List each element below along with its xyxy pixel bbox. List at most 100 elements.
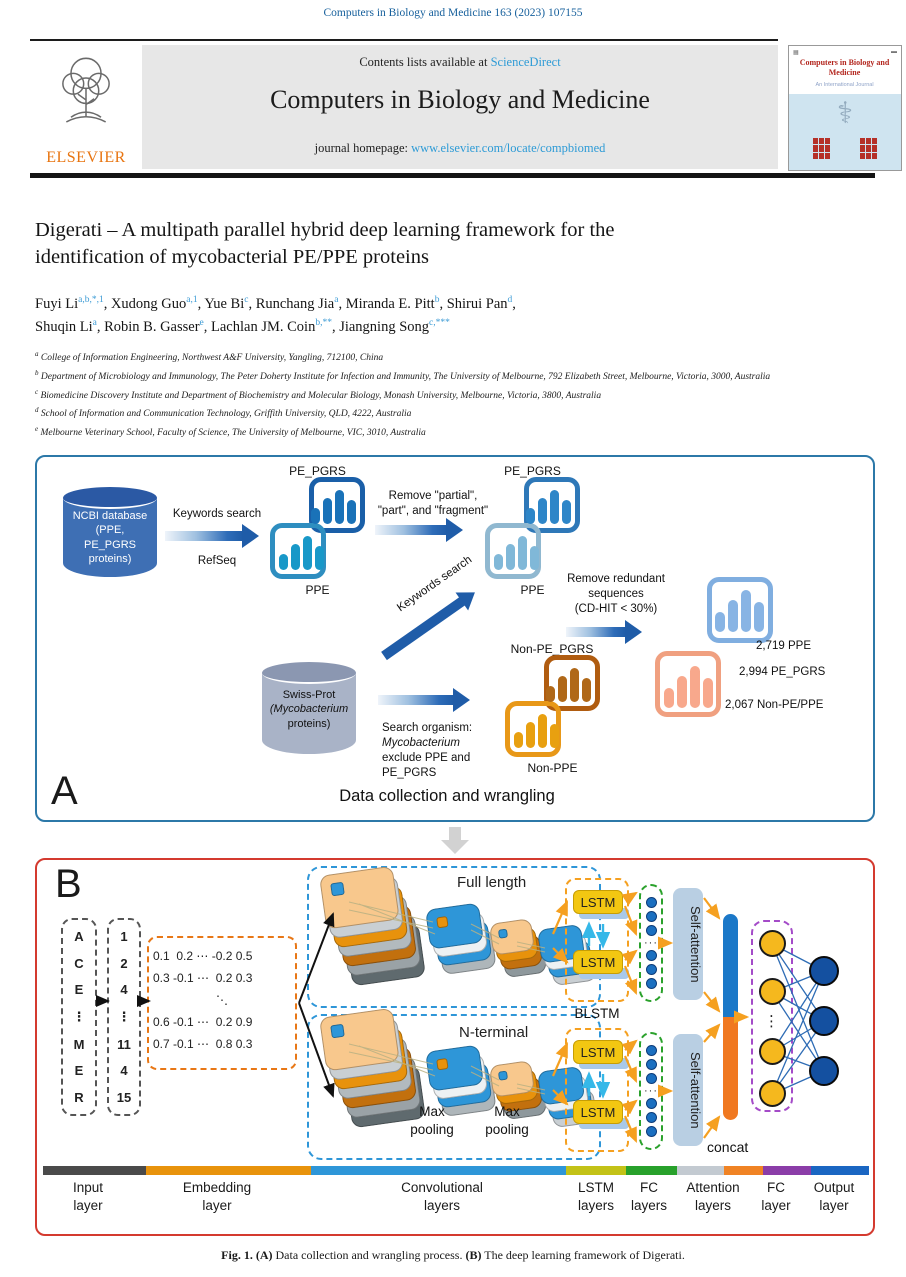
author-line-1: Fuyi Lia,b,*,1, Xudong Guoa,1, Yue Bic, … [35, 295, 885, 313]
full-length-label: Full length [457, 874, 527, 891]
legend-label: Convolutional layers [401, 1180, 483, 1213]
legend-label: Embedding layer [182, 1180, 252, 1213]
journal-title: Computers in Biology and Medicine [270, 85, 650, 114]
author-name: Jiangning Song [339, 318, 430, 335]
token-index-column: 1 2 4 ⋮ 11 4 15 [107, 918, 141, 1116]
author-name: Runchang Jia [255, 295, 335, 312]
legend-segment [677, 1166, 724, 1175]
affiliations: a College of Information Engineering, No… [35, 348, 880, 442]
protein-cluster-icon [505, 655, 600, 757]
masthead-rule-bottom [30, 173, 875, 178]
protein-cluster-icon [270, 477, 365, 579]
author-name: Shuqin Li [35, 318, 93, 335]
affiliation-item: a College of Information Engineering, No… [35, 350, 384, 364]
homepage-link[interactable]: www.elsevier.com/locate/compbiomed [411, 141, 606, 155]
ppe-label: PPE [520, 583, 545, 597]
author-separator: , [338, 295, 346, 312]
legend-label: LSTM layers [577, 1180, 614, 1213]
contents-prefix: Contents lists available at [359, 55, 491, 69]
legend-label: Attention layers [686, 1180, 740, 1213]
count-ppe: 2,719 PPE [756, 640, 811, 652]
figure-panel-b: B A C E ⋮ M E R 1 2 4 ⋮ 11 4 15 0.1 0.2 ⋯ -0.2 0.5 0… [35, 858, 875, 1236]
connections-layer [96, 891, 825, 1144]
legend-segment [146, 1166, 311, 1175]
author-separator: , [439, 295, 447, 312]
author-separator: , [512, 295, 516, 312]
layer-legend-bar [43, 1166, 869, 1175]
panel-b-letter: B [55, 862, 82, 906]
author-affil-marks: b [434, 295, 440, 305]
affiliation-item: c Biomedicine Discovery Institute and De… [35, 387, 602, 401]
count-pe-pgrs: 2,994 PE_PGRS [739, 666, 826, 678]
legend-label: Input layer [72, 1180, 104, 1213]
author-affil-marks: c [244, 295, 249, 305]
fc-layer-box [751, 920, 793, 1112]
refseq-label: RefSeq [197, 555, 237, 567]
remove-redundant-label: Remove redundant sequences (CD-HIT < 30%… [567, 573, 665, 615]
cover-subtitle: An International Journal [815, 82, 874, 88]
author-separator: , [203, 318, 212, 335]
homepage-prefix: journal homepage: [314, 141, 412, 155]
author-affil-marks: a [334, 295, 339, 305]
ncbi-database-cylinder-icon: NCBI database (PPE, PE_PGRS proteins) [63, 487, 157, 577]
title-line-2: identification of mycobacterial PE/PPE p… [35, 245, 429, 268]
max-pooling-label: Max pooling [410, 1104, 454, 1138]
legend-segment [566, 1166, 626, 1175]
max-pooling-label: Max pooling [485, 1104, 529, 1138]
panel-a-caption: Data collection and wrangling [339, 787, 555, 805]
lstm-block: LSTM [573, 950, 623, 974]
concat-label: concat [707, 1139, 749, 1155]
panel-a-letter: A [51, 769, 78, 813]
protein-cluster-icon [485, 477, 580, 579]
author-affil-marks: d [507, 295, 513, 305]
lstm-group-box [565, 878, 629, 1002]
sciencedirect-link[interactable]: ScienceDirect [490, 55, 561, 69]
author-affil-marks: a,1 [186, 295, 198, 305]
fc-neuron [759, 978, 786, 1005]
output-neuron [809, 1006, 839, 1036]
masthead-rule-top [30, 39, 778, 41]
caption-a-text: Data collection and wrangling process. [275, 1248, 463, 1262]
legend-label: Output layer [813, 1180, 855, 1213]
masthead: ELSEVIER Contents lists available at Sci… [30, 45, 778, 169]
n-terminal-label: N-terminal [459, 1024, 529, 1041]
count-non-pe-ppe: 2,067 Non-PE/PPE [725, 699, 824, 711]
author-separator: , [248, 295, 256, 312]
caduceus-icon: ⚕ [836, 96, 854, 131]
output-neuron [809, 1056, 839, 1086]
legend-segment [811, 1166, 869, 1175]
fc-neuron [759, 930, 786, 957]
caption-fig-number: Fig. 1. [221, 1248, 253, 1262]
journal-cover-thumbnail: ▦ ▬ Computers in Biology and Medicine An… [788, 45, 902, 171]
legend-label: FC layers [630, 1180, 667, 1213]
concat-bar [723, 914, 738, 1120]
caption-b-tag: (B) [465, 1248, 482, 1262]
flow-arrow [375, 518, 463, 542]
author-separator: , [103, 295, 111, 312]
self-attention-block: Self-attention [673, 1034, 703, 1146]
author-separator: , [197, 295, 205, 312]
search-organism-label: Search organism: Mycobacterium exclude P… [382, 722, 473, 779]
affiliation-item: d School of Information and Communicatio… [35, 406, 412, 420]
input-sequence-column: A C E ⋮ M E R [61, 918, 97, 1116]
legend-label: FC layer [761, 1180, 791, 1213]
output-neuron [809, 956, 839, 986]
figure-caption: Fig. 1. (A) Data collection and wranglin… [0, 1248, 906, 1263]
cover-building-icon [860, 138, 877, 159]
author-affil-marks: c,*** [429, 318, 450, 328]
flow-arrow [566, 620, 642, 644]
author-affil-marks: a,b,*,1 [78, 295, 104, 305]
cover-publisher-glyph: ▦ [793, 50, 799, 56]
cover-building-icon [813, 138, 830, 159]
lstm-block: LSTM [573, 1100, 623, 1124]
author-line-2: Shuqin Lia, Robin B. Gassere, Lachlan JM… [35, 318, 885, 336]
author-name: Robin B. Gasser [104, 318, 200, 335]
cover-title: Computers in Biology and Medicine [799, 58, 890, 77]
figure-panel-a: NCBI database (PPE, PE_PGRS proteins) Ke… [35, 455, 875, 822]
title-line-1: Digerati – A multipath parallel hybrid d… [35, 219, 615, 241]
author-affil-marks: b,** [315, 318, 332, 328]
final-dataset-cluster-icon [655, 577, 773, 717]
homepage-line: journal homepage: www.elsevier.com/locat… [142, 141, 778, 156]
keywords-search-label: Keywords search [172, 508, 262, 520]
swissprot-database-cylinder-icon: Swiss-Prot (Mycobacterium proteins) [262, 662, 356, 754]
